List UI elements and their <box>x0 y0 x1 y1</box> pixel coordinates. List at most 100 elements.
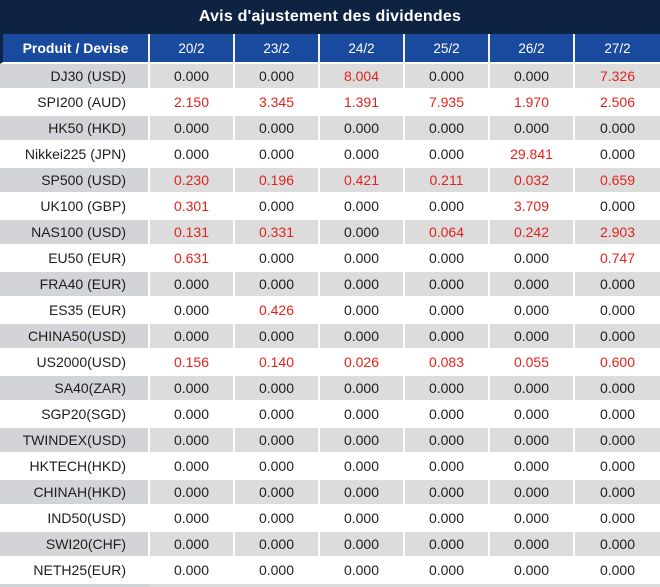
value-cell: 0.000 <box>235 506 320 530</box>
value-cell: 0.000 <box>150 480 235 504</box>
table-row: CHINA50(USD) 0.000 0.000 0.000 0.000 0.000 0.0… <box>0 324 660 350</box>
dividends-table: Produit / Devise 20/2 23/2 24/2 25/2 26/… <box>0 34 660 587</box>
value-cell: 0.000 <box>320 246 405 270</box>
table-row: HKTECH(HKD) 0.000 0.000 0.000 0.000 0.000 0.00… <box>0 454 660 480</box>
product-label: Nikkei225 (JPN) <box>0 142 150 166</box>
product-label: TWINDEX(USD) <box>0 428 150 452</box>
table-header-row: Produit / Devise 20/2 23/2 24/2 25/2 26/… <box>0 34 660 64</box>
value-cell: 0.000 <box>575 376 660 400</box>
column-header-date: 25/2 <box>405 34 490 62</box>
value-cell: 0.140 <box>235 350 320 374</box>
value-cell: 0.000 <box>320 272 405 296</box>
value-cell: 0.000 <box>320 376 405 400</box>
page-title: Avis d'ajustement des dividendes <box>198 8 462 25</box>
value-cell: 0.000 <box>150 376 235 400</box>
value-cell: 1.391 <box>320 90 405 114</box>
product-label: HKTECH(HKD) <box>0 454 150 478</box>
value-cell: 0.000 <box>405 402 490 426</box>
value-cell: 0.000 <box>235 402 320 426</box>
column-header-product: Produit / Devise <box>3 34 150 62</box>
table-row: NAS100 (USD) 0.131 0.331 0.000 0.064 0.242 2.9… <box>0 220 660 246</box>
value-cell: 0.196 <box>235 168 320 192</box>
value-cell: 0.000 <box>150 558 235 582</box>
value-cell: 0.000 <box>150 142 235 166</box>
value-cell: 0.000 <box>320 506 405 530</box>
table-row: ES35 (EUR) 0.000 0.426 0.000 0.000 0.000 0.000 <box>0 298 660 324</box>
value-cell: 2.506 <box>575 90 660 114</box>
value-cell: 0.659 <box>575 168 660 192</box>
partial-row-value-cells <box>150 584 660 587</box>
value-cell: 0.000 <box>575 298 660 322</box>
value-cell: 0.000 <box>490 532 575 556</box>
value-cell: 0.230 <box>150 168 235 192</box>
product-label: ES35 (EUR) <box>0 298 150 322</box>
product-label: DJ30 (USD) <box>0 64 150 88</box>
table-row: Nikkei225 (JPN) 0.000 0.000 0.000 0.000 29.84… <box>0 142 660 168</box>
value-cell: 7.326 <box>575 64 660 88</box>
value-cell: 0.000 <box>235 194 320 218</box>
value-cell: 0.000 <box>235 454 320 478</box>
value-cell: 0.000 <box>320 402 405 426</box>
value-cell: 2.150 <box>150 90 235 114</box>
value-cell: 0.000 <box>575 428 660 452</box>
value-cell: 0.000 <box>490 64 575 88</box>
value-cell: 0.000 <box>575 402 660 426</box>
table-row: EU50 (EUR) 0.631 0.000 0.000 0.000 0.000 0.747 <box>0 246 660 272</box>
value-cell: 0.000 <box>235 376 320 400</box>
table-row: FRA40 (EUR) 0.000 0.000 0.000 0.000 0.000 0.00… <box>0 272 660 298</box>
value-cell: 0.000 <box>405 480 490 504</box>
product-label: FRA40 (EUR) <box>0 272 150 296</box>
value-cell: 3.709 <box>490 194 575 218</box>
product-label: SP500 (USD) <box>0 168 150 192</box>
table-row: UK100 (GBP) 0.301 0.000 0.000 0.000 3.709 0.00… <box>0 194 660 220</box>
value-cell: 0.000 <box>320 324 405 348</box>
value-cell: 0.000 <box>490 272 575 296</box>
value-cell: 0.000 <box>405 558 490 582</box>
value-cell: 0.747 <box>575 246 660 270</box>
value-cell: 0.426 <box>235 298 320 322</box>
table-row: TWINDEX(USD) 0.000 0.000 0.000 0.000 0.000 0.0… <box>0 428 660 454</box>
value-cell: 0.000 <box>575 116 660 140</box>
product-label: SA40(ZAR) <box>0 376 150 400</box>
value-cell: 0.055 <box>490 350 575 374</box>
value-cell: 0.000 <box>575 480 660 504</box>
value-cell: 0.000 <box>320 558 405 582</box>
value-cell: 0.000 <box>405 376 490 400</box>
table-row: IND50(USD) 0.000 0.000 0.000 0.000 0.000 0.000 <box>0 506 660 532</box>
table-row: SWI20(CHF) 0.000 0.000 0.000 0.000 0.000 0.000 <box>0 532 660 558</box>
column-header-date: 23/2 <box>235 34 320 62</box>
value-cell: 0.000 <box>575 532 660 556</box>
value-cell: 29.841 <box>490 142 575 166</box>
value-cell: 0.000 <box>150 402 235 426</box>
value-cell: 0.000 <box>575 142 660 166</box>
value-cell: 0.000 <box>235 532 320 556</box>
value-cell: 7.935 <box>405 90 490 114</box>
product-label: CHINAH(HKD) <box>0 480 150 504</box>
table-row: DJ30 (USD) 0.000 0.000 8.004 0.000 0.000 7.326 <box>0 64 660 90</box>
value-cell: 0.000 <box>235 324 320 348</box>
value-cell: 0.083 <box>405 350 490 374</box>
value-cell: 0.000 <box>490 324 575 348</box>
table-row: SPI200 (AUD) 2.150 3.345 1.391 7.935 1.970 2.5… <box>0 90 660 116</box>
value-cell: 0.000 <box>405 116 490 140</box>
value-cell: 0.000 <box>320 298 405 322</box>
product-label: UK100 (GBP) <box>0 194 150 218</box>
value-cell: 0.000 <box>575 272 660 296</box>
value-cell: 0.064 <box>405 220 490 244</box>
product-label: SGP20(SGD) <box>0 402 150 426</box>
value-cell: 0.000 <box>150 324 235 348</box>
value-cell: 0.421 <box>320 168 405 192</box>
value-cell: 0.331 <box>235 220 320 244</box>
value-cell: 0.000 <box>150 116 235 140</box>
value-cell: 0.000 <box>150 454 235 478</box>
value-cell: 8.004 <box>320 64 405 88</box>
value-cell: 0.631 <box>150 246 235 270</box>
value-cell: 0.000 <box>575 454 660 478</box>
value-cell: 0.000 <box>150 506 235 530</box>
value-cell: 0.000 <box>405 298 490 322</box>
value-cell: 0.000 <box>150 298 235 322</box>
table-row: HK50 (HKD) 0.000 0.000 0.000 0.000 0.000 0.000 <box>0 116 660 142</box>
product-label: HK50 (HKD) <box>0 116 150 140</box>
value-cell: 0.000 <box>150 64 235 88</box>
table-row: NETH25(EUR) 0.000 0.000 0.000 0.000 0.000 0.00… <box>0 558 660 584</box>
